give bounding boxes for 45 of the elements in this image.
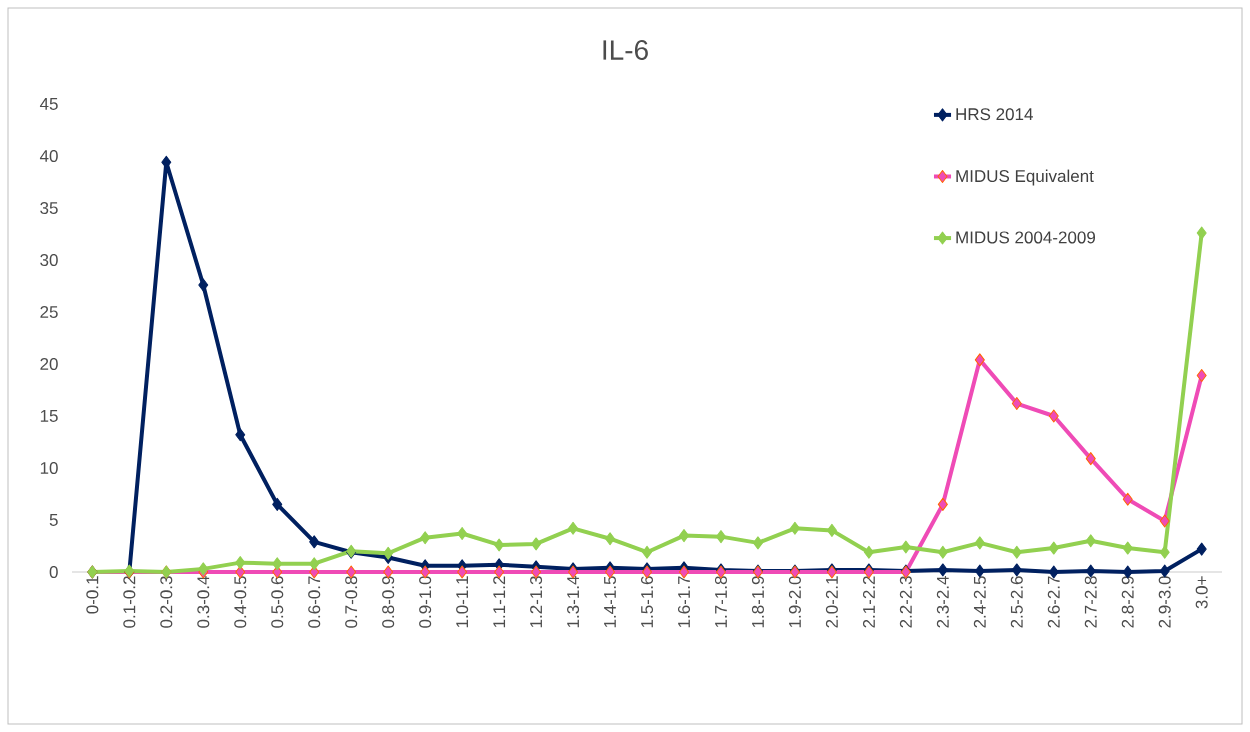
x-tick-label: 2.2-2.3 (899, 576, 912, 628)
x-tick-label: 0.3-0.4 (197, 576, 210, 628)
x-tick-label: 1.7-1.8 (714, 576, 727, 628)
y-tick-label: 15 (40, 410, 58, 422)
x-tick-label: 2.4-2.5 (973, 576, 986, 628)
x-tick-label: 0.2-0.3 (160, 576, 173, 628)
x-tick-label: 2.9-3.0 (1158, 576, 1171, 628)
x-tick-label: 2.0-2.1 (825, 576, 838, 628)
y-tick-label: 45 (39, 98, 58, 110)
x-tick-label: 2.7-2.8 (1084, 576, 1097, 628)
y-tick-label: 40 (39, 149, 58, 163)
x-tick-label: 1.9-2.0 (788, 576, 801, 628)
x-tick-label: 0.8-0.9 (382, 576, 395, 628)
y-tick-label: 5 (49, 514, 58, 526)
x-tick-label: 2.8-2.9 (1121, 576, 1134, 628)
y-tick-label: 20 (40, 357, 58, 371)
legend-label: MIDUS Equivalent (956, 169, 1094, 186)
x-tick-label: 1.0-1.1 (456, 576, 469, 628)
x-tick-label: 2.3-2.4 (936, 576, 949, 628)
y-tick-label: 30 (40, 253, 58, 267)
x-tick-label: 0-0.1 (86, 576, 99, 614)
x-tick-label: 1.5-1.6 (641, 576, 654, 628)
x-tick-label: 0.6-0.7 (308, 576, 321, 628)
x-tick-label: 1.3-1.4 (567, 576, 580, 628)
y-tick-label: 10 (40, 461, 58, 475)
legend-label: HRS 2014 (956, 108, 1033, 121)
x-tick-label: 3.0+ (1195, 576, 1208, 609)
legend-label: MIDUS 2004-2009 (956, 231, 1096, 244)
x-tick-label: 1.6-1.7 (677, 576, 691, 628)
x-tick-label: 2.1-2.2 (862, 576, 875, 628)
y-tick-label: 25 (40, 305, 58, 319)
x-tick-label: 1.8-1.9 (751, 576, 764, 628)
y-tick-label: 0 (49, 565, 58, 579)
x-tick-label: 2.5-2.6 (1010, 576, 1023, 628)
x-tick-label: 1.4-1.5 (604, 576, 616, 628)
x-tick-label: 0.4-0.5 (234, 576, 247, 628)
x-tick-label: 1.2-1.3 (530, 576, 543, 628)
x-tick-label: 1.1-1.2 (493, 576, 506, 628)
y-tick-label: 35 (40, 201, 58, 215)
x-tick-label: 0.1-0.2 (123, 576, 136, 628)
x-tick-label: 0.7-0.8 (345, 576, 358, 628)
x-tick-label: 2.6-2.7 (1047, 576, 1060, 628)
chart-title: IL-6 (603, 40, 648, 60)
x-tick-label: 0.9-1.0 (419, 576, 432, 628)
x-tick-label: 0.5-0.6 (271, 576, 284, 628)
